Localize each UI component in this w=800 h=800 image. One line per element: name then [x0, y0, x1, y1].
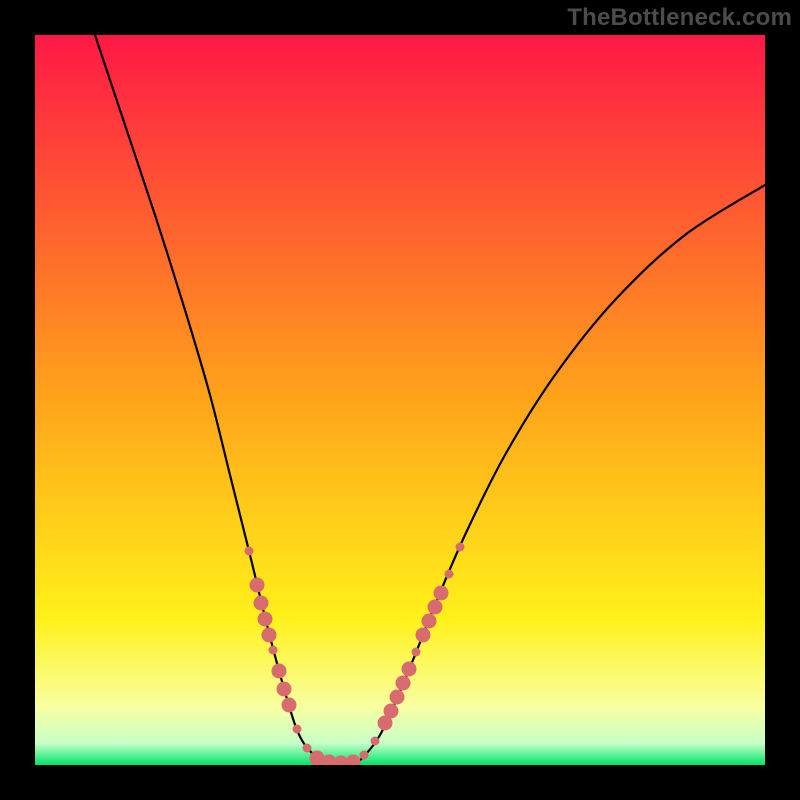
data-dot	[456, 543, 465, 552]
data-dot	[422, 614, 437, 629]
watermark-text: TheBottleneck.com	[567, 4, 792, 32]
data-dot	[303, 744, 312, 753]
data-dot	[396, 676, 411, 691]
data-dot	[402, 662, 417, 677]
data-dot	[445, 570, 454, 579]
data-dot	[416, 628, 431, 643]
chart-canvas: TheBottleneck.com	[0, 0, 800, 800]
data-dot	[269, 646, 278, 655]
plot-overlay	[35, 35, 765, 765]
data-dot	[346, 755, 361, 766]
data-dots-group	[245, 543, 465, 766]
data-dot	[434, 586, 449, 601]
data-dot	[384, 704, 399, 719]
data-dot	[258, 612, 273, 627]
data-dot	[272, 664, 287, 679]
bottleneck-curve	[95, 35, 765, 763]
data-dot	[262, 628, 277, 643]
data-dot	[360, 751, 369, 760]
data-dot	[245, 547, 254, 556]
data-dot	[390, 690, 405, 705]
data-dot	[250, 578, 265, 593]
data-dot	[412, 648, 421, 657]
data-dot	[371, 737, 380, 746]
data-dot	[282, 698, 297, 713]
data-dot	[428, 600, 443, 615]
data-dot	[277, 682, 292, 697]
data-dot	[293, 725, 302, 734]
data-dot	[254, 596, 269, 611]
